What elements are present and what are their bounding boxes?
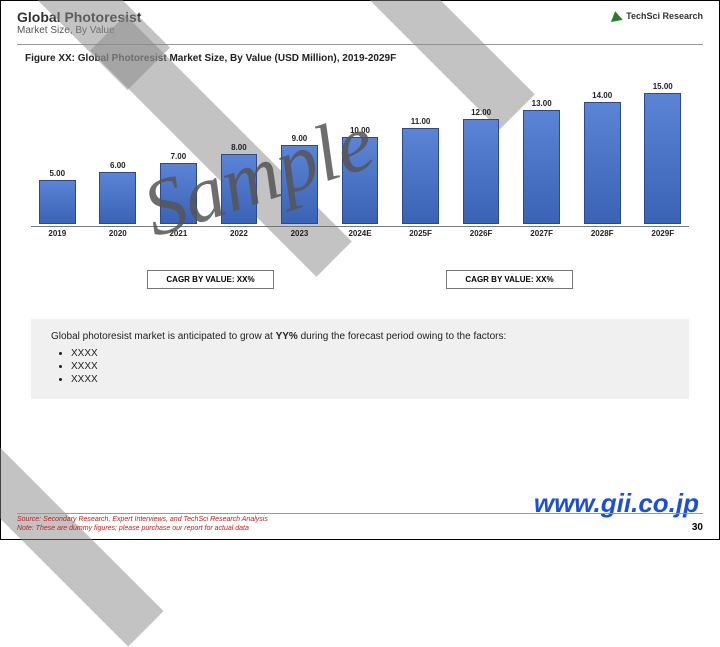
footer: Source: Secondary Research, Expert Inter… [17, 513, 703, 533]
bar-col: 7.00 [152, 152, 205, 224]
figure-title: Figure XX: Global Photoresist Market Siz… [1, 53, 719, 74]
x-tick: 2026F [455, 229, 508, 238]
x-tick: 2024E [334, 229, 387, 238]
bar [160, 163, 197, 224]
brand-logo: TechSci Research [610, 11, 703, 21]
bar-value-label: 10.00 [350, 126, 370, 135]
page-number: 30 [692, 522, 703, 533]
bar-col: 14.00 [576, 91, 629, 225]
bar-col: 9.00 [273, 134, 326, 224]
cagr-left: CAGR BY VALUE: XX% [147, 270, 273, 289]
bar-value-label: 8.00 [231, 143, 247, 152]
x-tick: 2022 [213, 229, 266, 238]
logo-icon [609, 10, 623, 22]
bar [99, 172, 136, 225]
description-box: Global photoresist market is anticipated… [31, 319, 689, 399]
bar-value-label: 13.00 [532, 99, 552, 108]
bullet-list: XXXX XXXX XXXX [71, 348, 669, 385]
bar-value-label: 9.00 [292, 134, 308, 143]
x-tick: 2025F [394, 229, 447, 238]
list-item: XXXX [71, 374, 669, 385]
source-note: Source: Secondary Research, Expert Inter… [17, 516, 268, 533]
bar [281, 145, 318, 224]
bar [221, 154, 258, 224]
list-item: XXXX [71, 348, 669, 359]
bar [644, 93, 681, 224]
x-tick: 2027F [515, 229, 568, 238]
bar-col: 12.00 [455, 108, 508, 224]
page-title: Global Photoresist [17, 9, 703, 25]
bar [39, 180, 76, 224]
x-tick: 2023 [273, 229, 326, 238]
header-rule [17, 44, 703, 45]
bar-value-label: 11.00 [411, 117, 431, 126]
bar-col: 13.00 [515, 99, 568, 224]
bar-value-label: 15.00 [653, 82, 673, 91]
list-item: XXXX [71, 361, 669, 372]
bar-value-label: 5.00 [49, 169, 65, 178]
bar-col: 5.00 [31, 169, 84, 224]
bar-col: 15.00 [636, 82, 689, 224]
bar-chart: 5.00 6.00 7.00 8.00 9.00 10.00 11.00 12.00 13.00… [31, 84, 689, 264]
bar-value-label: 6.00 [110, 161, 126, 170]
bar [402, 128, 439, 224]
cagr-row: CAGR BY VALUE: XX% CAGR BY VALUE: XX% [61, 270, 659, 289]
x-tick: 2028F [576, 229, 629, 238]
x-tick: 2029F [636, 229, 689, 238]
x-tick: 2019 [31, 229, 84, 238]
bar-col: 10.00 [334, 126, 387, 225]
bar-value-label: 14.00 [592, 91, 612, 100]
bar-value-label: 12.00 [471, 108, 491, 117]
bar-col: 11.00 [394, 117, 447, 224]
description-intro: Global photoresist market is anticipated… [51, 331, 669, 342]
bar [463, 119, 500, 224]
bar-value-label: 7.00 [171, 152, 187, 161]
bar [342, 137, 379, 225]
x-tick: 2021 [152, 229, 205, 238]
page-subtitle: Market Size, By Value [17, 25, 703, 36]
bar-col: 8.00 [213, 143, 266, 224]
bar [523, 110, 560, 224]
bar-col: 6.00 [92, 161, 145, 225]
logo-text: TechSci Research [626, 11, 703, 21]
cagr-right: CAGR BY VALUE: XX% [446, 270, 572, 289]
x-tick: 2020 [92, 229, 145, 238]
bar [584, 102, 621, 225]
